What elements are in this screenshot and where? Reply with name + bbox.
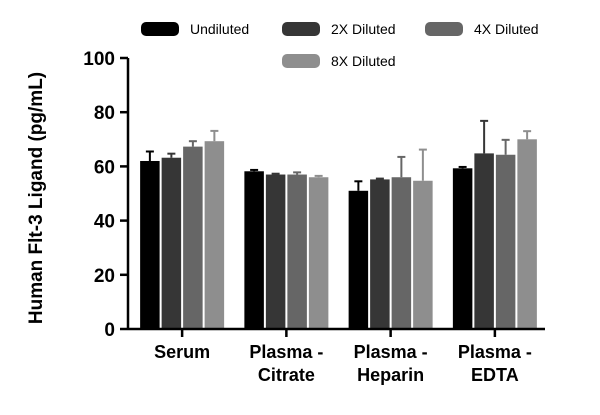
legend-swatch-undiluted [141,22,179,36]
bar-undiluted-plasma-heparin [348,190,369,329]
legend-label-8x-diluted: 8X Diluted [331,53,396,69]
legend: Undiluted 2X Diluted 4X Diluted 8X Diluted [141,21,539,69]
bar-8x-diluted-serum [204,141,225,329]
bar-4x-diluted-serum [183,146,203,329]
bar-4x-diluted-plasma-heparin [391,177,412,329]
bar-8x-diluted-plasma-edta [517,139,537,329]
y-tick-label: 40 [94,212,115,233]
y-axis-ticks: 0 20 40 60 80 100 [83,49,128,341]
plot-area [140,119,537,329]
legend-label-undiluted: Undiluted [190,21,249,37]
bar-undiluted-serum [140,160,160,329]
bar-2x-diluted-plasma-citrate [265,174,286,329]
y-tick-label: 100 [83,49,115,70]
legend-swatch-2x-diluted [282,22,320,36]
y-tick-label: 60 [94,157,115,178]
x-tick-label-serum: Serum [154,342,210,362]
y-tick-label: 0 [104,320,115,341]
bar-4x-diluted-plasma-edta [495,154,516,329]
x-axis-labels: Serum Plasma -Citrate Plasma -Heparin Plasm… [154,329,532,385]
bar-4x-diluted-plasma-citrate [287,174,307,329]
legend-swatch-8x-diluted [282,54,320,68]
legend-label-2x-diluted: 2X Diluted [331,21,396,37]
x-tick-label-plasma-edta: Plasma -EDTA [458,342,532,385]
bar-8x-diluted-plasma-heparin [413,180,433,329]
x-tick-label-plasma-heparin: Plasma -Heparin [354,342,428,385]
legend-swatch-4x-diluted [425,22,463,36]
bar-2x-diluted-plasma-heparin [370,179,390,329]
bar-2x-diluted-serum [161,157,182,329]
x-tick-label-plasma-citrate: Plasma -Citrate [249,342,323,385]
bar-2x-diluted-plasma-edta [474,153,494,329]
bar-8x-diluted-plasma-citrate [308,177,329,329]
y-tick-label: 80 [94,103,115,124]
y-axis-title: Human Flt-3 Ligand (pg/mL) [26,72,47,324]
y-tick-label: 20 [94,266,115,287]
bar-undiluted-plasma-edta [452,168,473,329]
legend-label-4x-diluted: 4X Diluted [474,21,539,37]
bar-undiluted-plasma-citrate [244,171,264,329]
